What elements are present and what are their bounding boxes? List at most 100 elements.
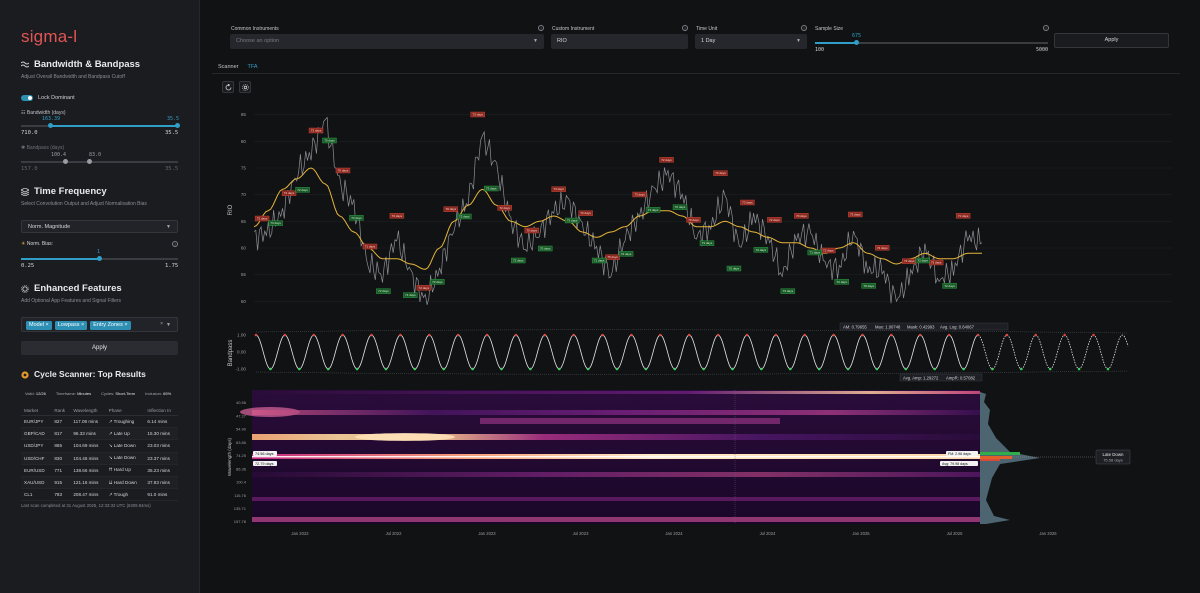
bandpass-peak-dot bbox=[341, 333, 344, 337]
bandpass-turning-points bbox=[254, 333, 1110, 371]
refresh-button[interactable] bbox=[222, 81, 234, 93]
table-row[interactable]: XAU/USD 915 121.16 mins ⇊ Hard Down 37.83 mi… bbox=[21, 476, 178, 490]
peak-marker bbox=[389, 213, 405, 219]
bandpass-trough-dot bbox=[1106, 367, 1110, 371]
column-header[interactable]: Inflection In bbox=[144, 405, 178, 416]
column-header[interactable]: Market bbox=[21, 405, 52, 416]
trough-marker bbox=[484, 185, 499, 192]
phase-tooltip bbox=[1095, 449, 1131, 465]
bandwidth-max: 35.5 bbox=[165, 130, 179, 136]
bandpass-slider-high-handle[interactable] bbox=[87, 159, 92, 164]
settings-button[interactable] bbox=[239, 81, 251, 93]
tick-label: 135.71 bbox=[234, 506, 247, 511]
tag-entry-zones[interactable]: Entry Zones × bbox=[90, 320, 131, 330]
norm-bias-handle[interactable] bbox=[97, 256, 102, 261]
bandwidth-slider-low-handle[interactable] bbox=[48, 123, 53, 128]
tab-scanner[interactable]: Scanner bbox=[218, 64, 239, 70]
bandpass-series bbox=[255, 334, 979, 370]
table-row[interactable]: GBP/CAD 817 96.33 mins ↗ Late Up 15.30 mins bbox=[21, 427, 178, 441]
output-select[interactable]: Norm. Magnitude ▼ bbox=[21, 220, 178, 233]
apply-features-button[interactable]: Apply bbox=[21, 341, 178, 355]
column-header[interactable]: Phase bbox=[105, 405, 145, 416]
help-icon[interactable]: ? bbox=[1043, 25, 1049, 31]
bandpass-envelope bbox=[255, 329, 1129, 375]
bandpass-y-label: Bandpass bbox=[228, 340, 234, 367]
table-row[interactable]: USD/CHF 830 104.46 mins ↘ Late Down 23.37 mi… bbox=[21, 452, 178, 465]
chevron-down-icon[interactable]: ▼ bbox=[166, 322, 171, 328]
tick-label: 75 bbox=[241, 166, 247, 171]
peak-label: 74 days bbox=[715, 171, 726, 175]
trough-marker bbox=[457, 213, 472, 220]
bandwidth-slider[interactable] bbox=[21, 123, 180, 128]
lock-dominant-toggle[interactable] bbox=[21, 95, 33, 101]
table-row[interactable]: USD/JPY 865 104.69 mins ↘ Late Down 23.03 mi… bbox=[21, 439, 178, 453]
trough-label: 70 days bbox=[324, 139, 335, 143]
bandpass-min: 157.0 bbox=[21, 166, 38, 172]
heatmap-band bbox=[252, 391, 980, 394]
peak-label: 73 days bbox=[634, 193, 645, 197]
help-icon[interactable]: ? bbox=[538, 25, 544, 31]
features-multiselect[interactable]: Model × Lowpass × Entry Zones × × ▼ bbox=[21, 317, 178, 332]
table-row[interactable]: CL1 783 208.47 mins ↗ Trough 91.0 mins bbox=[21, 488, 178, 502]
fm-annotation: FM: 2.96 days bbox=[948, 452, 971, 456]
sample-size-label: Sample Size bbox=[815, 26, 844, 32]
tick-label: 55 bbox=[241, 272, 247, 277]
norm-bias-slider[interactable] bbox=[21, 256, 178, 261]
filter-icon: ✱ bbox=[21, 145, 26, 151]
table-row[interactable]: EUR/JPY 827 117.08 mins ↗ Troughing 6.14 min… bbox=[21, 415, 178, 429]
trough-marker bbox=[268, 220, 283, 226]
settings-icon bbox=[242, 84, 249, 91]
tick-label: 85 bbox=[241, 112, 247, 117]
apply-button[interactable]: Apply bbox=[1054, 33, 1169, 48]
tick-label: 60 bbox=[241, 246, 247, 251]
chevron-down-icon: ▼ bbox=[533, 38, 538, 44]
trough-marker bbox=[511, 257, 526, 264]
common-instruments-select[interactable]: Choose an option ▼ bbox=[230, 34, 544, 49]
peak-label: 71 days bbox=[958, 214, 969, 218]
trough-marker bbox=[861, 283, 876, 289]
envelope-upper bbox=[255, 329, 1129, 334]
lock-dominant-row[interactable]: Lock Dominant bbox=[21, 95, 75, 101]
column-header[interactable]: Wavelength bbox=[70, 405, 106, 416]
bandpass-trough-dot bbox=[1077, 367, 1081, 371]
tick-label: 63.86 bbox=[236, 440, 247, 445]
bandpass-stats-bottom: Avg. Amp: 1.29272 AmpR: 0.57082 bbox=[899, 373, 983, 382]
tag-lowpass[interactable]: Lowpass × bbox=[54, 320, 88, 330]
table-row[interactable]: EUR/USD 771 138.66 mins ⇈ Hard Up 35.23 mins bbox=[21, 464, 178, 477]
bandpass-trough-dot bbox=[991, 367, 994, 371]
clear-icon[interactable]: × bbox=[160, 321, 163, 327]
tick-label: 50 bbox=[241, 299, 247, 304]
bandpass-slider-low-handle[interactable] bbox=[63, 159, 68, 164]
trough-label: 70 days bbox=[540, 247, 551, 251]
tick-label: 80 bbox=[241, 139, 247, 144]
tick-label: 116.76 bbox=[234, 493, 247, 498]
model-series bbox=[253, 167, 982, 270]
trough-marker bbox=[295, 187, 310, 193]
tag-model[interactable]: Model × bbox=[26, 320, 52, 330]
bandpass-trough-dot bbox=[817, 367, 821, 371]
peak-marker bbox=[767, 217, 782, 223]
help-icon[interactable]: ? bbox=[682, 25, 688, 31]
bandpass-trough-dot bbox=[442, 367, 446, 371]
price-y-label: RIO bbox=[228, 204, 234, 215]
trough-marker bbox=[807, 249, 823, 256]
trough-label: 72 days bbox=[756, 248, 767, 252]
peak-label: 73 days bbox=[553, 187, 564, 191]
bandpass-trough-dot bbox=[933, 367, 936, 371]
bandwidth-slider-high-handle[interactable] bbox=[175, 123, 180, 128]
bandpass-high-value: 83.0 bbox=[89, 152, 102, 158]
sample-size-slider[interactable] bbox=[815, 40, 1048, 45]
bandpass-slider[interactable] bbox=[21, 159, 178, 164]
bandpass-trough-dot bbox=[298, 367, 301, 371]
bandpass-peak-dot bbox=[803, 333, 807, 337]
trough-marker bbox=[403, 292, 418, 298]
trough-label: 72 days bbox=[513, 259, 524, 263]
help-icon[interactable]: ? bbox=[172, 241, 178, 247]
sample-size-handle[interactable] bbox=[854, 40, 859, 45]
custom-instrument-input[interactable]: RIO bbox=[551, 34, 688, 49]
column-header[interactable]: Rank bbox=[51, 405, 71, 416]
bandwidth-min: 710.0 bbox=[21, 130, 38, 136]
help-icon[interactable]: ? bbox=[801, 25, 807, 31]
time-unit-select[interactable]: 1 Day ▼ bbox=[695, 34, 807, 49]
sidebar: sigma-l Bandwidth & Bandpass Adjust Over… bbox=[0, 0, 200, 593]
